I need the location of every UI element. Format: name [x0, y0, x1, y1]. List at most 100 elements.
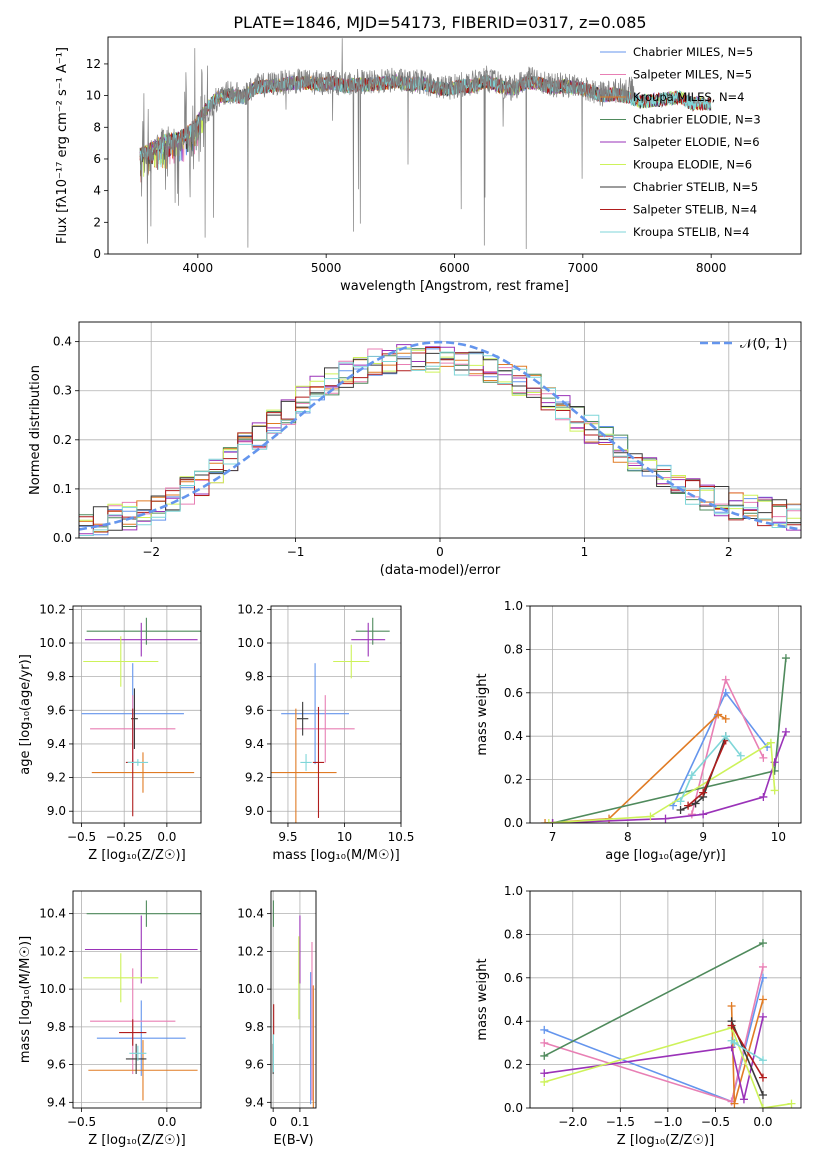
weight-series-line	[544, 1026, 792, 1108]
weight-point-marker	[758, 1073, 767, 1082]
weight-point-marker	[540, 1025, 549, 1034]
panel-residuals: −2 −1 0 1 2 0.0 0.1 0.2 0.3 0.4 (data-model)/error…	[28, 321, 802, 578]
weight-point-marker	[687, 810, 696, 819]
observed-spectrum-line	[139, 38, 635, 250]
x-tick-label: −0.25	[106, 830, 143, 844]
weight-point-marker	[758, 939, 767, 948]
weight-point-marker	[727, 1021, 736, 1030]
x-tick-label: −2.0	[558, 1115, 587, 1129]
x-tick-label: 8	[624, 830, 632, 844]
y-tick-label: 0.8	[504, 927, 523, 941]
y-tick-label: 0.4	[53, 335, 72, 349]
weight-point-marker	[758, 1104, 767, 1108]
weight-series-line	[679, 734, 742, 802]
plot-area	[139, 38, 712, 250]
y-tick-label: 0.3	[53, 384, 72, 398]
y-tick-label: 0.4	[504, 729, 523, 743]
weight-point-marker	[721, 675, 730, 684]
y-tick-label: 0.0	[504, 816, 523, 830]
y-tick-label: 12	[86, 57, 101, 71]
panel-mass-vs-Z: −0.5 0.0 9.4 9.6 9.8 10.0 10.2 10.4 Z [log₁₀(Z/Z…	[18, 890, 202, 1148]
y-axis-label: Flux [fλ10⁻¹⁷ erg cm⁻² s⁻¹ A⁻¹]	[55, 47, 70, 244]
weight-point-marker	[730, 1038, 739, 1047]
x-tick-label: 0.0	[157, 830, 176, 844]
weight-point-marker	[540, 1038, 549, 1047]
weight-point-marker	[730, 1099, 739, 1108]
x-axis-label: age [log₁₀(age/yr)]	[605, 848, 726, 863]
weight-series-line	[548, 741, 776, 823]
legend-label: 𝒩(0, 1)	[740, 337, 787, 352]
weight-point-marker	[758, 962, 767, 971]
y-axis-label: age [log₁₀(age/yr)]	[18, 654, 33, 775]
x-tick-label: 10	[337, 830, 352, 844]
plot-area	[81, 617, 201, 817]
y-axis-label: Normed distribution	[28, 365, 43, 495]
legend-label: Chabrier STELIB, N=5	[633, 180, 758, 194]
weight-series-line	[543, 942, 764, 1057]
weight-point-marker	[684, 801, 693, 810]
weight-point-marker	[739, 1095, 748, 1104]
x-axis-label: (data-model)/error	[380, 563, 501, 578]
y-tick-label: 0.6	[504, 686, 523, 700]
weight-point-marker	[691, 799, 700, 808]
weight-point-marker	[721, 732, 730, 741]
y-tick-label: 9.4	[47, 737, 66, 751]
axes-frame	[529, 605, 802, 824]
gaussian-reference-line	[79, 340, 801, 531]
x-tick-label: 0.0	[753, 1115, 772, 1129]
legend-label: Salpeter ELODIE, N=6	[633, 135, 760, 149]
y-tick-label: 9.8	[47, 670, 66, 684]
x-axis-label: Z [log₁₀(Z/Z☉)]	[88, 848, 185, 863]
y-tick-label: 9.8	[47, 1020, 66, 1034]
weight-point-marker	[781, 654, 790, 663]
y-tick-label: 9.4	[245, 737, 264, 751]
axes-frame	[270, 605, 402, 824]
x-tick-label: 10.5	[388, 830, 415, 844]
y-tick-label: 9.8	[245, 670, 264, 684]
x-axis-label: mass [log₁₀(M/M☉)]	[272, 848, 399, 863]
y-tick-label: 8	[93, 120, 101, 134]
axes-frame	[107, 36, 802, 255]
y-tick-label: 10.0	[39, 636, 66, 650]
legend-label: Kroupa ELODIE, N=6	[633, 158, 752, 172]
plot-area	[540, 939, 796, 1108]
y-tick-label: 10.0	[39, 982, 66, 996]
x-tick-label: 0.0	[157, 1115, 176, 1129]
y-axis-label: mass weight	[475, 958, 490, 1040]
weight-series-line	[552, 658, 787, 823]
weight-point-marker	[758, 1056, 767, 1065]
y-tick-label: 0.0	[504, 1101, 523, 1115]
weight-point-marker	[714, 710, 723, 719]
plot-area	[271, 617, 390, 823]
y-tick-label: 9.6	[245, 1058, 264, 1072]
x-tick-label: 10	[771, 830, 786, 844]
weight-point-marker	[758, 1090, 767, 1099]
axes-frame	[78, 321, 802, 539]
y-tick-label: 1.0	[504, 599, 523, 613]
weight-point-marker	[759, 792, 768, 801]
y-tick-label: 9.0	[245, 804, 264, 818]
x-tick-label: 7000	[568, 261, 599, 275]
plot-area	[272, 900, 314, 1108]
y-axis-label: mass [log₁₀(M/M☉)]	[18, 936, 33, 1063]
x-tick-label: −1	[287, 545, 305, 559]
weight-point-marker	[759, 753, 768, 762]
y-axis-label: mass weight	[475, 673, 490, 755]
y-tick-label: 0	[93, 247, 101, 261]
y-tick-label: 9.6	[245, 703, 264, 717]
y-tick-label: 10.4	[39, 907, 66, 921]
y-tick-label: 0.0	[53, 531, 72, 545]
x-axis-label: E(B-V)	[273, 1133, 313, 1148]
x-axis-label: Z [log₁₀(Z/Z☉)]	[617, 1133, 714, 1148]
y-tick-label: 10.2	[39, 944, 66, 958]
y-tick-label: 10	[86, 89, 101, 103]
legend-label: Salpeter MILES, N=5	[633, 68, 752, 82]
y-tick-label: 10.4	[237, 907, 264, 921]
y-tick-label: 9.0	[47, 804, 66, 818]
weight-point-marker	[540, 1051, 549, 1060]
x-tick-label: 0	[269, 1115, 277, 1129]
weight-series-line	[545, 713, 727, 823]
legend-label: Chabrier MILES, N=5	[633, 45, 753, 59]
plot-area	[541, 654, 790, 823]
